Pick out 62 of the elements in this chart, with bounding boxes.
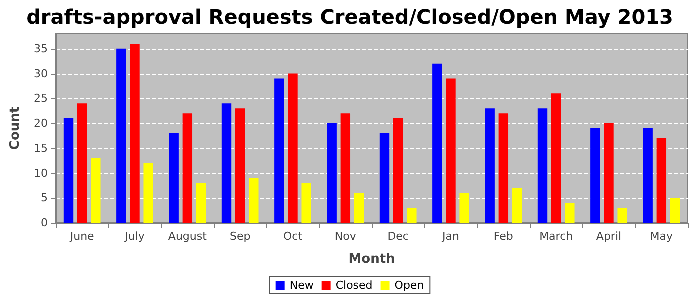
y-tick-label: 0 bbox=[41, 216, 48, 230]
x-tick-label: August bbox=[168, 230, 208, 243]
chart-title: drafts-approval Requests Created/Closed/Open May 2013 bbox=[26, 5, 674, 29]
x-tick-label: Jan bbox=[442, 230, 460, 243]
x-tick-label: July bbox=[124, 230, 146, 243]
bar bbox=[551, 94, 562, 223]
bar bbox=[565, 203, 575, 223]
bar bbox=[538, 108, 548, 223]
x-tick-label: April bbox=[596, 230, 622, 243]
bar bbox=[604, 124, 614, 223]
bar bbox=[327, 124, 337, 223]
bar bbox=[222, 104, 232, 223]
bar bbox=[116, 48, 126, 223]
y-tick-label: 25 bbox=[34, 92, 48, 106]
bar bbox=[91, 158, 101, 223]
bar bbox=[432, 64, 442, 223]
legend-label: Open bbox=[394, 279, 424, 292]
bar bbox=[670, 198, 680, 223]
bar bbox=[196, 183, 206, 223]
bar bbox=[643, 128, 653, 223]
x-tick-label: June bbox=[69, 230, 95, 243]
x-tick-label: Sep bbox=[230, 230, 251, 243]
bar bbox=[407, 208, 417, 223]
y-tick-label: 30 bbox=[34, 67, 48, 80]
legend-label: Closed bbox=[336, 279, 373, 292]
bar bbox=[498, 114, 509, 223]
bar bbox=[144, 163, 154, 223]
bar bbox=[77, 104, 88, 223]
bar bbox=[130, 44, 140, 223]
y-tick-label: 5 bbox=[41, 192, 48, 205]
y-tick-label: 10 bbox=[34, 166, 48, 180]
bar bbox=[249, 178, 259, 223]
y-tick-label: 20 bbox=[34, 117, 48, 130]
bar bbox=[446, 78, 456, 223]
x-tick-label: March bbox=[540, 230, 574, 243]
bar bbox=[354, 193, 364, 223]
bar bbox=[182, 114, 193, 223]
bar bbox=[590, 128, 600, 223]
y-tick-label: 35 bbox=[34, 42, 48, 56]
bar bbox=[235, 108, 246, 223]
y-tick-label: 15 bbox=[34, 142, 48, 155]
x-tick-label: May bbox=[650, 230, 674, 243]
bar bbox=[512, 188, 522, 223]
bar bbox=[340, 114, 351, 223]
y-axis-title: Count bbox=[8, 106, 23, 150]
bar bbox=[288, 74, 298, 223]
bar bbox=[656, 138, 667, 223]
bar bbox=[169, 133, 179, 223]
bar bbox=[618, 208, 628, 223]
legend-label: New bbox=[290, 279, 314, 292]
bar bbox=[274, 78, 284, 223]
x-tick-label: Nov bbox=[334, 230, 357, 243]
bar bbox=[485, 108, 495, 223]
bar bbox=[393, 118, 404, 223]
bar bbox=[380, 133, 390, 223]
x-tick-label: Feb bbox=[494, 230, 514, 243]
bar bbox=[460, 193, 470, 223]
bar bbox=[64, 118, 74, 223]
x-axis-title: Month bbox=[348, 252, 396, 267]
bar bbox=[302, 183, 312, 223]
x-tick-label: Dec bbox=[388, 230, 409, 243]
x-tick-label: Oct bbox=[283, 230, 304, 243]
